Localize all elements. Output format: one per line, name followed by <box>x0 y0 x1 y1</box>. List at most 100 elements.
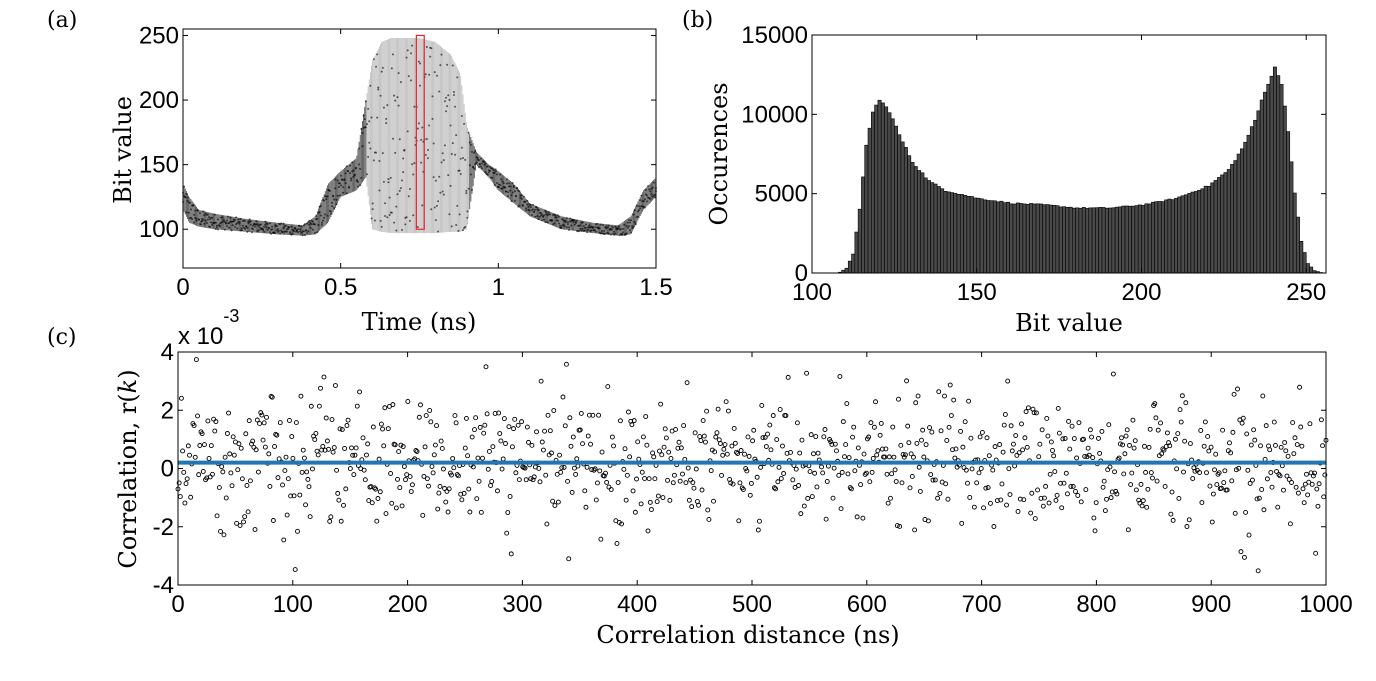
panel-a-sample-point <box>347 186 350 189</box>
panel-a-sample-point <box>450 225 453 228</box>
panel-a-sample-point <box>183 185 186 188</box>
panel-c-correlation-point <box>1110 371 1116 377</box>
panel-c-correlation-point <box>1308 470 1314 476</box>
panel-a-sample-point <box>210 221 213 224</box>
panel-a-sample-point <box>534 208 537 211</box>
panel-b-histogram-bar <box>1078 207 1083 274</box>
panel-a-sample-point <box>411 44 414 47</box>
panel-c-correlation-point <box>214 513 220 519</box>
panel-c-correlation-point <box>897 523 903 529</box>
panel-c-correlation-point <box>315 452 321 458</box>
panel-a-sample-point <box>425 46 428 49</box>
panel-c-correlation-point <box>452 413 458 419</box>
panel-b-histogram-bar <box>1029 203 1034 274</box>
panel-c-x-tick-label: 100 <box>273 591 313 618</box>
panel-a-sample-point <box>298 224 301 227</box>
panel-b-histogram-bar <box>1187 193 1192 274</box>
panel-c-correlation-point <box>1283 448 1289 454</box>
panel-a-sample-point <box>466 210 469 213</box>
panel-c-correlation-point <box>821 434 827 440</box>
panel-a-sample-point <box>216 228 219 231</box>
panel-c-correlation-point <box>640 434 646 440</box>
panel-c-correlation-point <box>488 483 494 488</box>
panel-c-correlation-point <box>1139 503 1145 509</box>
panel-c-correlation-point <box>1007 492 1013 497</box>
panel-c-correlation-point <box>1241 554 1247 560</box>
panel-a-sample-point <box>197 218 200 221</box>
panel-c-correlation-point <box>1274 469 1280 474</box>
panel-a-sample-point <box>189 208 192 211</box>
panel-c-correlation-point <box>1218 485 1224 491</box>
panel-a-sample-point <box>382 106 385 109</box>
panel-c-correlation-point <box>1043 483 1049 489</box>
panel-a-sample-point <box>286 228 289 231</box>
panel-a-sample-point <box>568 228 571 231</box>
panel-a-sample-point <box>194 209 197 212</box>
panel-a-sample-point <box>398 189 401 192</box>
panel-a-sample-point <box>258 226 261 229</box>
panel-c-correlation-point <box>480 455 485 461</box>
panel-c-correlation-point <box>444 488 450 494</box>
panel-c-correlation-point <box>540 447 546 453</box>
panel-a-sample-point <box>504 190 507 193</box>
panel-c-correlation-point <box>626 409 631 415</box>
panel-c-correlation-point <box>350 452 356 458</box>
panel-c-correlation-point <box>636 456 642 462</box>
panel-a-sample-point <box>268 222 271 225</box>
panel-c-correlation-point <box>794 420 800 426</box>
panel-c-correlation-point <box>655 493 661 499</box>
panel-b-x-tick-label: 100 <box>792 279 832 306</box>
panel-c-correlation-point <box>1045 433 1051 439</box>
panel-c-correlation-point <box>267 483 273 489</box>
panel-c-correlation-point <box>999 481 1005 487</box>
panel-b-histogram-bar <box>1019 203 1024 274</box>
panel-c-correlation-point <box>1046 500 1052 506</box>
panel-c-correlation-point <box>181 469 187 475</box>
panel-a-sample-point <box>440 53 443 56</box>
panel-c-correlation-point <box>182 500 188 506</box>
panel-c-correlation-point <box>1054 492 1060 498</box>
panel-c-correlation-point <box>1000 449 1006 455</box>
panel-c-correlation-point <box>721 446 727 452</box>
panel-a-sample-point <box>458 169 461 172</box>
panel-a-sample-point <box>585 223 588 226</box>
panel-a-sample-point <box>292 230 295 233</box>
panel-c-correlation-point <box>469 434 475 440</box>
panel-c-correlation-point <box>1106 422 1112 428</box>
panel-c-correlation-point <box>229 483 235 489</box>
panel-c-correlation-point <box>453 420 459 426</box>
panel-b-histogram-bar <box>1071 207 1076 274</box>
panel-c-correlation-point <box>255 469 261 475</box>
panel-c-correlation-point <box>523 477 529 483</box>
panel-c-correlation-point <box>1113 488 1119 494</box>
panel-a-sample-point <box>448 213 451 216</box>
panel-c-correlation-point <box>844 401 850 406</box>
panel-c-correlation-point <box>575 463 581 469</box>
panel-c-correlation-point <box>778 476 784 481</box>
panel-c-correlation-point <box>1104 496 1109 502</box>
panel-c-y-label-prefix: Correlation, r( <box>114 393 142 568</box>
panel-b-histogram-bar <box>1167 198 1172 274</box>
panel-a-sample-point <box>275 225 278 228</box>
panel-a-sample-point <box>551 218 554 221</box>
panel-c-correlation-point <box>650 450 656 456</box>
panel-c-correlation-point <box>843 442 849 448</box>
panel-a-sample-point <box>408 188 411 191</box>
panel-a-sample-point <box>207 216 210 219</box>
panel-c-correlation-point <box>869 469 875 475</box>
panel-c-x-tick-label: 500 <box>732 591 772 618</box>
panel-c-correlation-point <box>1050 448 1055 453</box>
panel-c-correlation-point <box>177 494 183 500</box>
panel-a-sample-point <box>510 194 513 197</box>
panel-c-correlation-point <box>465 453 471 459</box>
panel-c-correlation-point <box>590 412 596 418</box>
panel-c-correlation-point <box>435 506 441 512</box>
panel-c-correlation-point <box>383 511 389 516</box>
panel-c-correlation-point <box>1074 455 1080 461</box>
panel-a-sample-point <box>544 209 547 212</box>
panel-c-correlation-point <box>1293 484 1299 490</box>
panel-c-correlation-point <box>292 567 298 572</box>
panel-a-sample-point <box>264 223 267 226</box>
panel-c-correlation-point <box>551 408 557 413</box>
